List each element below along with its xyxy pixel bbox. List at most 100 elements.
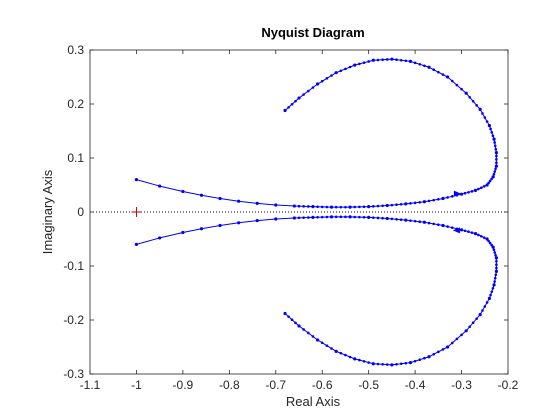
series-1-sample [306, 89, 310, 93]
series-1-sample [468, 95, 471, 99]
series-2-sample [376, 362, 380, 366]
series-1-sample [495, 154, 498, 158]
series-2-sample [413, 219, 417, 223]
series-1-sample [330, 205, 333, 209]
series-1-sample [306, 205, 310, 208]
series-2-sample [495, 266, 498, 270]
series-2-sample [463, 229, 467, 233]
series-1-sample [427, 199, 431, 203]
x-tick-label: -0.3 [451, 378, 472, 392]
series-2-sample [385, 217, 389, 220]
series-2-sample [381, 216, 384, 220]
series-1-sample [479, 186, 483, 189]
series-2-sample [320, 215, 324, 219]
chart-title: Nyquist Diagram [261, 25, 364, 40]
series-2-sample [494, 273, 498, 277]
series-2-sample [423, 356, 426, 360]
series-2-sample [399, 218, 403, 221]
series-2-sample [390, 217, 394, 221]
series-2-sample [446, 345, 449, 349]
series-1-sample [413, 201, 417, 205]
series-1-sample [385, 58, 389, 61]
series-2-sample [493, 251, 497, 254]
series-1-sample [390, 203, 394, 207]
series-2-sample [491, 286, 495, 290]
series-2-sample [464, 329, 468, 333]
series-2-sample [381, 362, 384, 366]
series-1-sample [348, 205, 352, 209]
series-1-sample [494, 147, 498, 151]
series-2-sample [460, 333, 463, 337]
series-2-sample [418, 358, 422, 361]
series-1-sample [470, 190, 474, 193]
series-2-sample [468, 325, 471, 329]
series-2-sample [495, 259, 498, 263]
series-2-sample [432, 222, 435, 226]
series-2-sample [437, 223, 440, 226]
series-2-sample [320, 341, 324, 345]
series-2-sample [290, 318, 294, 322]
series-1-sample [339, 69, 343, 73]
series-2-sample [395, 362, 398, 366]
series-2-sample [362, 360, 366, 363]
series-1-sample [441, 197, 445, 200]
series-2-sample [334, 350, 338, 353]
series-2-sample [395, 217, 398, 221]
series-2-sample [482, 236, 486, 239]
series-2-sample [490, 243, 493, 247]
x-ticks: -1.1 -1 -0.9 -0.8 -0.7 -0.6 -0.5 -0.4 -0.3 -0.2 [80, 50, 519, 392]
series-1-sample [362, 205, 366, 209]
series-1-sample [362, 61, 366, 64]
series-2-point [181, 230, 185, 235]
series-1-sample [372, 58, 375, 62]
series-1-sample [493, 141, 496, 144]
series-2-point [218, 223, 222, 228]
series-1-sample [491, 134, 495, 138]
series-2-sample [334, 215, 338, 219]
series-2-sample [316, 338, 319, 342]
series-1-sample [423, 64, 426, 68]
series-1-sample [492, 172, 496, 176]
series-1-sample [492, 137, 496, 141]
series-1-sample [437, 198, 440, 201]
series-2-sample [358, 358, 361, 362]
series-2-sample [306, 216, 310, 219]
y-tick-label: 0.3 [67, 43, 84, 57]
series-1-sample [320, 79, 324, 83]
series-2-sample [485, 237, 489, 241]
series-2-sample [490, 290, 494, 293]
series-1-point [274, 203, 278, 207]
series-2-sample [441, 348, 445, 351]
series-1-sample [460, 192, 463, 196]
series-1-sample [450, 195, 454, 198]
series-1-sample [437, 70, 440, 74]
series-2-sample [306, 331, 310, 335]
series-2-sample [474, 232, 477, 235]
series-2-point [255, 219, 259, 223]
series-2-sample [325, 215, 329, 219]
series-2-sample [478, 313, 482, 316]
series-2-sample [390, 363, 394, 367]
series-1-sample [495, 164, 498, 168]
series-1-sample [483, 116, 487, 119]
series-1-sample [482, 185, 486, 188]
series-1-sample [334, 205, 338, 209]
series-group [134, 57, 498, 367]
series-2-sample [475, 317, 478, 320]
series-2-sample [316, 215, 319, 219]
direction-arrow-1 [453, 190, 461, 197]
direction-arrows [452, 190, 461, 234]
series-1-sample [495, 158, 498, 161]
series-1-sample [487, 181, 490, 185]
series-1-sample [334, 71, 338, 74]
series-2-sample [376, 216, 380, 220]
series-1-sample [432, 68, 435, 72]
series-1-sample [395, 203, 398, 207]
series-1-sample [404, 59, 408, 63]
x-tick-label: -0.2 [498, 378, 519, 392]
series-1-sample [475, 104, 478, 107]
series-1-sample [491, 175, 495, 179]
series-2-sample [330, 215, 333, 219]
series-1-sample [376, 204, 380, 208]
series-2-sample [450, 341, 454, 345]
